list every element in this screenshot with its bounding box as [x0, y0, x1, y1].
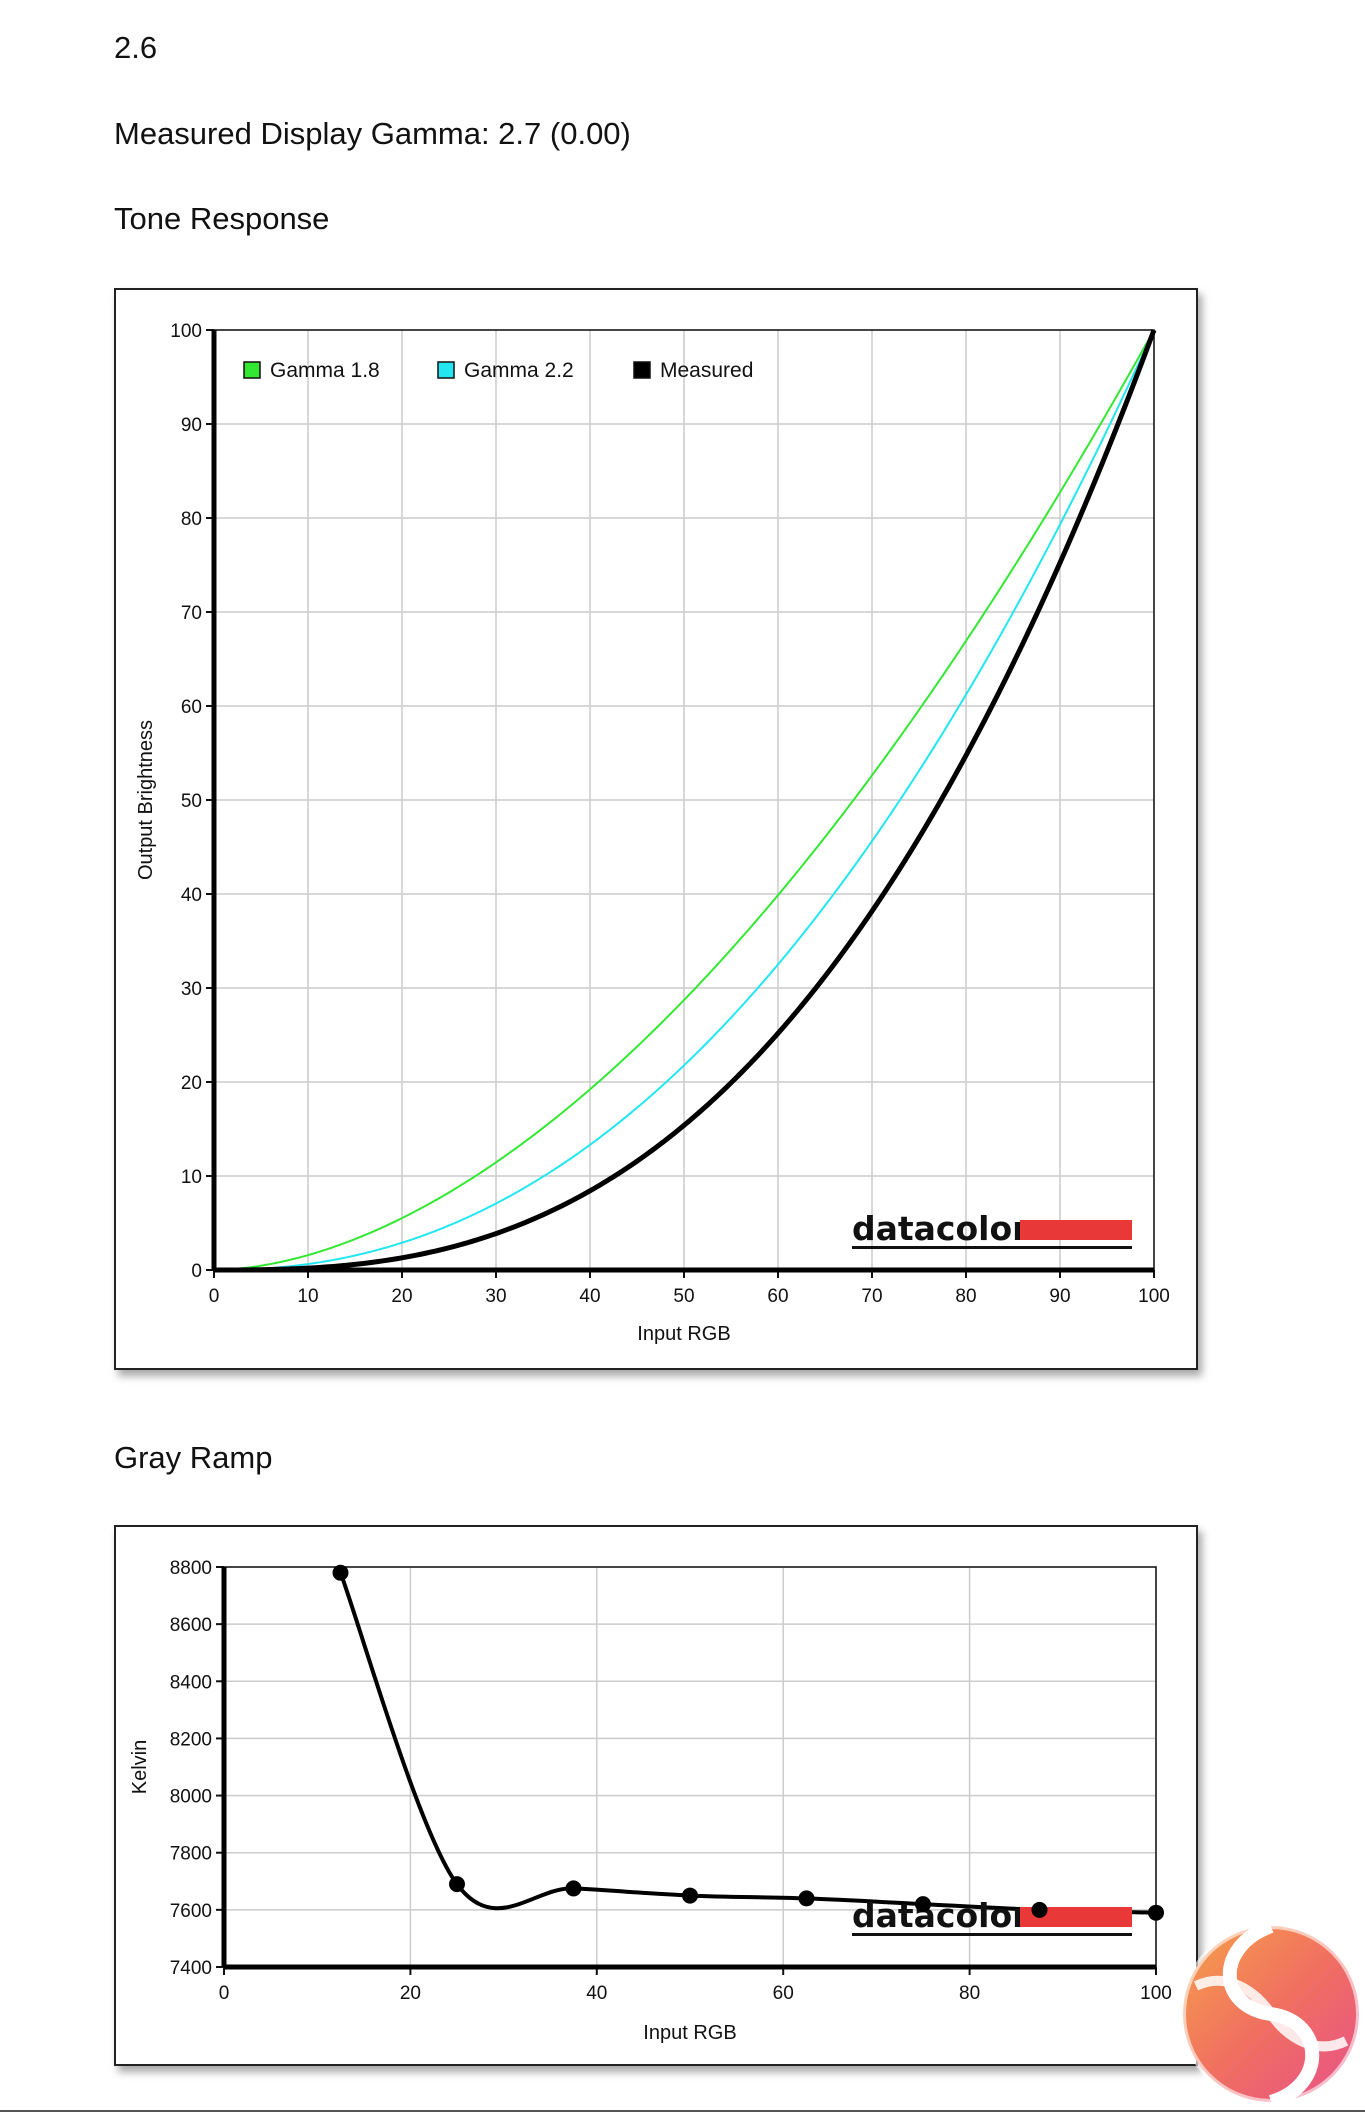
- y-tick-label: 8200: [170, 1729, 212, 1750]
- x-tick-label: 90: [1049, 1286, 1070, 1307]
- x-tick-label: 80: [955, 1286, 976, 1307]
- x-tick-label: 40: [586, 1983, 607, 2004]
- kelvin-data-point: [1148, 1904, 1164, 1921]
- x-tick-label: 30: [485, 1286, 506, 1307]
- x-tick-label: 100: [1140, 1983, 1172, 2004]
- y-tick-label: 90: [181, 415, 202, 436]
- y-tick-label: 50: [181, 791, 202, 812]
- footer-divider: [0, 2110, 1365, 2112]
- y-tick-label: 100: [170, 321, 202, 342]
- y-axis-label: Kelvin: [129, 1740, 151, 1794]
- tone-response-title: Tone Response: [114, 201, 330, 236]
- kelvin-data-point: [1031, 1901, 1048, 1918]
- kelvin-data-point: [449, 1876, 465, 1893]
- tone-response-chart: 0 10 20 30 40 50 60 70 80 90 100 0 10 20 30 40 50 60 70 80 9…: [114, 288, 1198, 1370]
- y-tick-label: 70: [181, 603, 202, 624]
- series-line-2: [213, 329, 1155, 1271]
- x-tick-label: 60: [773, 1983, 794, 2004]
- kelvin-data-point: [915, 1896, 931, 1913]
- y-tick-label: 80: [181, 509, 202, 530]
- y-tick-label: 20: [181, 1073, 202, 1094]
- y-tick-label: 30: [181, 979, 202, 1000]
- x-tick-label: 10: [297, 1286, 318, 1307]
- legend-label-2: Gamma 2.2: [464, 359, 574, 382]
- brand-logo-text: datacolor: [852, 1209, 1029, 1248]
- x-axis-label: Input RGB: [643, 2022, 736, 2044]
- x-tick-label: 20: [391, 1286, 412, 1307]
- y-tick-label: 8600: [170, 1615, 212, 1636]
- x-tick-label: 80: [959, 1983, 980, 2004]
- x-axis-label: Input RGB: [637, 1323, 730, 1345]
- y-axis-label: Output Brightness: [135, 720, 157, 880]
- x-tick-label: 50: [673, 1286, 694, 1307]
- gray-ramp-svg: 0 20 40 60 80 100 7400 7600 7800 8000 8200 8400 8600…: [129, 1558, 1172, 2044]
- y-tick-label: 40: [181, 885, 202, 906]
- x-tick-label: 0: [219, 1983, 230, 2004]
- y-tick-label: 8400: [170, 1672, 212, 1693]
- brand-logo-underline: [852, 1246, 1132, 1249]
- y-tick-label: 7600: [170, 1901, 212, 1922]
- brand-logo-underline: [852, 1933, 1132, 1936]
- legend-label-1: Gamma 1.8: [270, 359, 380, 382]
- y-tick-label: 8800: [170, 1558, 212, 1579]
- legend-swatch-2: [437, 361, 455, 379]
- legend-swatch-3: [633, 361, 651, 379]
- brand-logo-bar: [1020, 1907, 1132, 1927]
- brand-logo-bar: [1020, 1220, 1132, 1240]
- x-tick-label: 40: [579, 1286, 600, 1307]
- y-tick-label: 8000: [170, 1787, 212, 1808]
- kelvin-data-point: [332, 1564, 349, 1581]
- x-tick-label: 60: [767, 1286, 788, 1307]
- x-tick-label: 100: [1138, 1286, 1170, 1307]
- x-tick-label: 0: [209, 1286, 220, 1307]
- y-tick-label: 60: [181, 697, 202, 718]
- gray-ramp-chart: 0 20 40 60 80 100 7400 7600 7800 8000 8200 8400 8600…: [114, 1525, 1198, 2066]
- legend-swatch-1: [243, 361, 261, 379]
- y-tick-label: 0: [191, 1261, 202, 1282]
- legend-label-3: Measured: [660, 359, 753, 382]
- y-tick-label: 7400: [170, 1958, 212, 1979]
- tone-response-svg: 0 10 20 30 40 50 60 70 80 90 100 0 10 20 30 40 50 60 70 80 9…: [135, 321, 1170, 1345]
- y-tick-label: 10: [181, 1167, 202, 1188]
- top-value: 2.6: [114, 30, 158, 65]
- kelvin-data-point: [682, 1887, 698, 1904]
- x-tick-label: 70: [861, 1286, 882, 1307]
- site-logo-icon: [1180, 1919, 1362, 2109]
- kelvin-data-point: [565, 1880, 582, 1897]
- series-line-3: [214, 329, 1157, 1273]
- measured-gamma-text: Measured Display Gamma: 2.7 (0.00): [114, 116, 631, 151]
- y-tick-label: 7800: [170, 1844, 212, 1865]
- x-tick-label: 20: [400, 1983, 421, 2004]
- series-line-1: [213, 329, 1155, 1271]
- kelvin-data-point: [798, 1890, 815, 1907]
- brand-logo-text: datacolor: [852, 1896, 1029, 1935]
- gray-ramp-title: Gray Ramp: [114, 1440, 273, 1475]
